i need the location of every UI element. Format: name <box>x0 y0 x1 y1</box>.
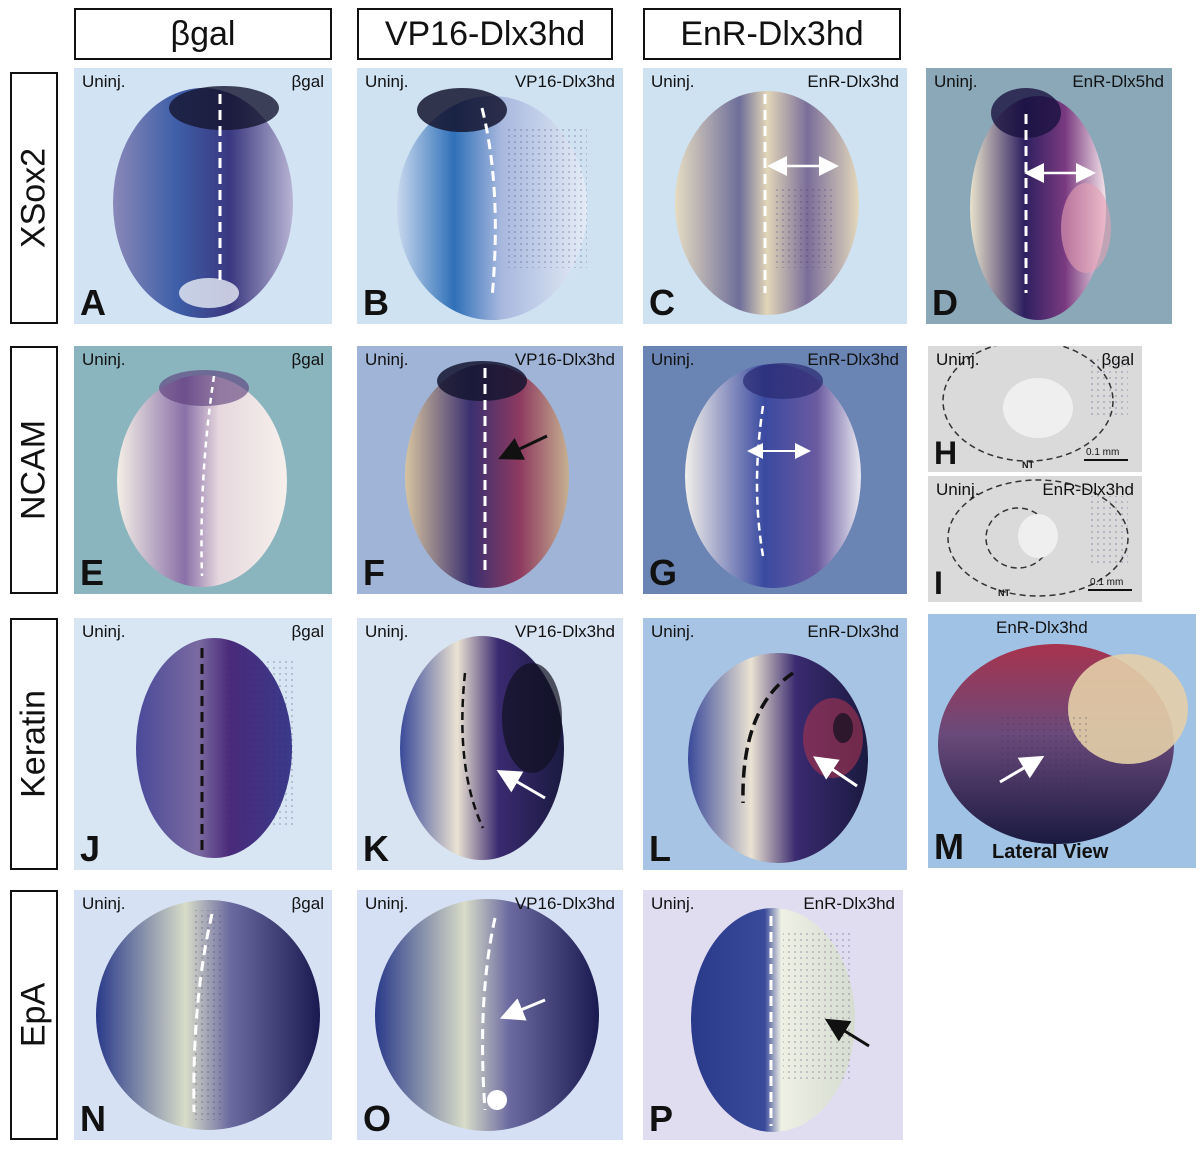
label-left-o: Uninj. <box>365 894 409 913</box>
panel-letter-f: F <box>363 552 385 593</box>
embryo-image-e <box>117 370 287 587</box>
label-right-k: VP16-Dlx3hd <box>514 622 615 641</box>
scale-bar-label-i: 0.1 mm <box>1090 577 1124 588</box>
label-right-p: EnR-Dlx3hd <box>803 894 895 913</box>
label-lateral-view: Lateral View <box>992 841 1109 863</box>
embryo-image-g <box>685 363 861 588</box>
label-right-c: EnR-Dlx3hd <box>807 72 899 91</box>
label-right-a: βgal <box>291 72 324 91</box>
panel-j: Uninj. βgal J <box>74 618 332 870</box>
label-left-p: Uninj. <box>651 894 695 913</box>
panel-letter-b: B <box>363 282 389 323</box>
row-header-keratin-label: Keratin <box>14 690 53 798</box>
embryo-image-b <box>397 88 587 320</box>
panel-g: Uninj. EnR-Dlx3hd G <box>643 346 907 594</box>
panel-k: Uninj. VP16-Dlx3hd K <box>357 618 623 870</box>
panel-letter-l: L <box>649 828 671 869</box>
label-right-d: EnR-Dlx5hd <box>1072 72 1164 91</box>
label-left-a: Uninj. <box>82 72 126 91</box>
label-right-j: βgal <box>291 622 324 641</box>
panel-letter-g: G <box>649 552 678 593</box>
label-right-g: EnR-Dlx3hd <box>807 350 899 369</box>
label-right-f: VP16-Dlx3hd <box>514 350 615 369</box>
label-nt-h: NT <box>1022 460 1034 470</box>
section-image-h <box>928 346 1142 472</box>
panel-l: Uninj. EnR-Dlx3hd L <box>643 618 907 870</box>
panel-letter-e: E <box>80 552 105 593</box>
scale-bar-label-h: 0.1 mm <box>1086 447 1120 458</box>
label-left-j: Uninj. <box>82 622 126 641</box>
label-top-m: EnR-Dlx3hd <box>996 618 1088 637</box>
label-right-n: βgal <box>291 894 324 913</box>
label-left-k: Uninj. <box>365 622 409 641</box>
embryo-image-a <box>113 86 293 318</box>
label-left-n: Uninj. <box>82 894 126 913</box>
column-header-vp16-dlx3hd: VP16-Dlx3hd <box>357 8 613 60</box>
panel-letter-p: P <box>649 1098 674 1139</box>
embryo-image-l <box>688 653 868 863</box>
label-left-e: Uninj. <box>82 350 126 369</box>
panel-h: Uninj. βgal NT 0.1 mm H <box>928 346 1142 472</box>
panel-p: Uninj. EnR-Dlx3hd P <box>643 890 903 1140</box>
panel-letter-d: D <box>932 282 958 323</box>
panel-letter-a: A <box>80 282 106 323</box>
embryo-image-f <box>405 361 569 588</box>
embryo-image-p <box>691 908 870 1132</box>
label-right-b: VP16-Dlx3hd <box>514 72 615 91</box>
embryo-image-m <box>938 644 1188 844</box>
panel-b: Uninj. VP16-Dlx3hd B <box>357 68 623 324</box>
label-right-o: VP16-Dlx3hd <box>514 894 615 913</box>
label-left-f: Uninj. <box>365 350 409 369</box>
row-header-ncam-label: NCAM <box>14 419 53 521</box>
label-right-l: EnR-Dlx3hd <box>807 622 899 641</box>
row-header-ncam: NCAM <box>10 346 58 594</box>
label-left-d: Uninj. <box>934 72 978 91</box>
panel-i: Uninj. EnR-Dlx3hd NT 0.1 mm I <box>928 476 1142 602</box>
label-left-g: Uninj. <box>651 350 695 369</box>
embryo-image-o <box>375 899 599 1131</box>
label-left-l: Uninj. <box>651 622 695 641</box>
panel-letter-n: N <box>80 1098 106 1139</box>
label-nt-i: NT <box>998 588 1010 598</box>
column-header-bgal: βgal <box>74 8 332 60</box>
label-left-h: Uninj. <box>936 350 980 369</box>
embryo-image-c <box>675 91 859 315</box>
embryo-image-d <box>970 88 1111 320</box>
column-header-enr-dlx3hd: EnR-Dlx3hd <box>643 8 901 60</box>
embryo-image-j <box>136 638 318 858</box>
panel-letter-o: O <box>363 1098 392 1139</box>
panel-o: Uninj. VP16-Dlx3hd O <box>357 890 623 1140</box>
row-header-epa-label: EpA <box>14 982 53 1048</box>
embryo-image-n <box>96 900 320 1130</box>
panel-letter-k: K <box>363 828 389 869</box>
panel-n: Uninj. βgal N <box>74 890 332 1140</box>
label-right-i: EnR-Dlx3hd <box>1042 480 1134 499</box>
panel-letter-m: M <box>934 826 964 867</box>
row-header-xsox2: XSox2 <box>10 72 58 324</box>
row-header-xsox2-label: XSox2 <box>14 147 53 249</box>
section-image-i <box>928 476 1142 602</box>
panel-letter-c: C <box>649 282 675 323</box>
panel-d: Uninj. EnR-Dlx5hd D <box>926 68 1172 324</box>
panel-e: Uninj. βgal E <box>74 346 332 594</box>
panel-c: Uninj. EnR-Dlx3hd C <box>643 68 907 324</box>
embryo-image-k <box>400 636 564 860</box>
row-header-keratin: Keratin <box>10 618 58 870</box>
panel-m: EnR-Dlx3hd M Lateral View <box>928 614 1196 868</box>
panel-a: Uninj. βgal A <box>74 68 332 324</box>
panel-letter-i: I <box>934 565 943 601</box>
row-header-epa: EpA <box>10 890 58 1140</box>
label-right-e: βgal <box>291 350 324 369</box>
label-left-c: Uninj. <box>651 72 695 91</box>
panel-letter-j: J <box>80 828 101 869</box>
panel-f: Uninj. VP16-Dlx3hd F <box>357 346 623 594</box>
panel-letter-h: H <box>934 435 958 471</box>
label-left-i: Uninj. <box>936 480 980 499</box>
label-left-b: Uninj. <box>365 72 409 91</box>
label-right-h: βgal <box>1101 350 1134 369</box>
